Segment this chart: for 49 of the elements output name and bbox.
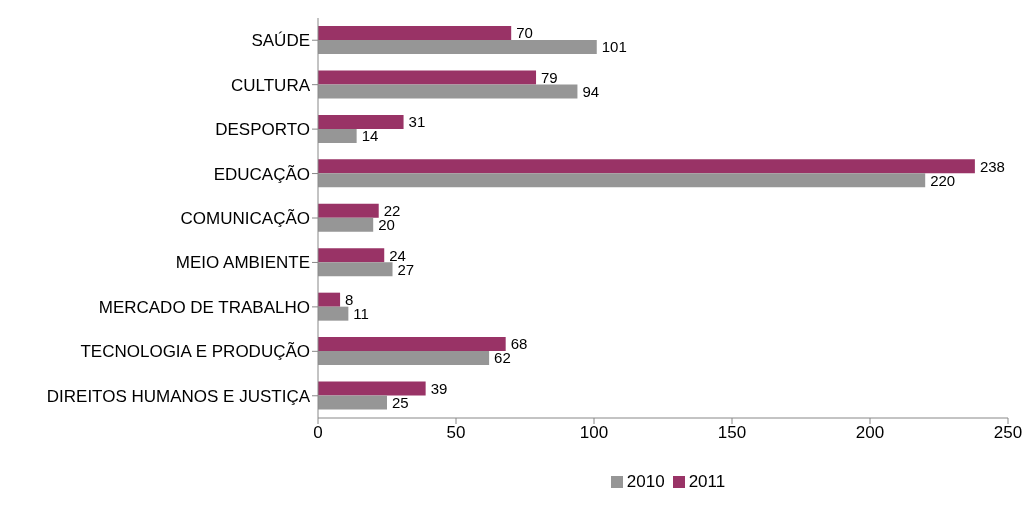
x-tick-label: 200 <box>855 423 885 443</box>
bar <box>318 292 341 307</box>
y-tick-label: MEIO AMBIENTE <box>175 253 310 273</box>
data-label: 14 <box>361 127 379 145</box>
bar <box>318 306 349 321</box>
y-tick-label: DIREITOS HUMANOS E JUSTIÇA <box>46 386 311 406</box>
y-tick-label: MERCADO DE TRABALHO <box>98 297 310 317</box>
data-label: 62 <box>494 349 511 367</box>
bar <box>318 381 426 396</box>
y-tick-label: COMUNICAÇÃO <box>180 209 310 229</box>
bar <box>318 337 506 352</box>
legend-label: 2011 <box>687 472 726 492</box>
x-tick-label: 150 <box>717 423 747 443</box>
y-tick-label: EDUCAÇÃO <box>213 164 310 184</box>
bar <box>318 248 385 263</box>
x-tick-label: 100 <box>579 423 609 443</box>
bar <box>318 84 578 99</box>
data-label: 101 <box>601 38 627 56</box>
bar <box>318 128 357 143</box>
data-label: 68 <box>510 335 528 353</box>
bar <box>318 70 537 85</box>
data-label: 220 <box>930 171 956 189</box>
x-tick-label: 0 <box>313 423 323 443</box>
data-label: 70 <box>516 24 533 42</box>
data-label: 31 <box>408 113 426 131</box>
bar <box>318 173 926 188</box>
bar <box>318 395 387 410</box>
data-label: 79 <box>541 68 558 86</box>
y-tick-label: SAÚDE <box>251 31 310 51</box>
y-tick-label: TECNOLOGIA E PRODUÇÃO <box>80 342 310 362</box>
bar <box>318 26 512 40</box>
data-label: 11 <box>353 304 369 322</box>
data-label: 94 <box>582 82 600 100</box>
bar <box>318 114 404 129</box>
bar <box>318 217 374 232</box>
bar <box>318 351 490 366</box>
y-tick-label: CULTURA <box>230 75 311 95</box>
x-tick-label: 250 <box>993 423 1023 443</box>
x-tick-label: 50 <box>446 423 466 443</box>
bar <box>318 203 379 218</box>
data-label: 25 <box>392 393 409 411</box>
bar <box>318 40 597 54</box>
data-label: 8 <box>345 290 354 308</box>
data-label: 39 <box>430 379 448 397</box>
legend-label: 2010 <box>625 472 665 492</box>
bar <box>318 159 975 174</box>
bar <box>318 262 393 277</box>
data-label: 238 <box>979 157 1005 175</box>
y-tick-label: DESPORTO <box>215 120 310 140</box>
